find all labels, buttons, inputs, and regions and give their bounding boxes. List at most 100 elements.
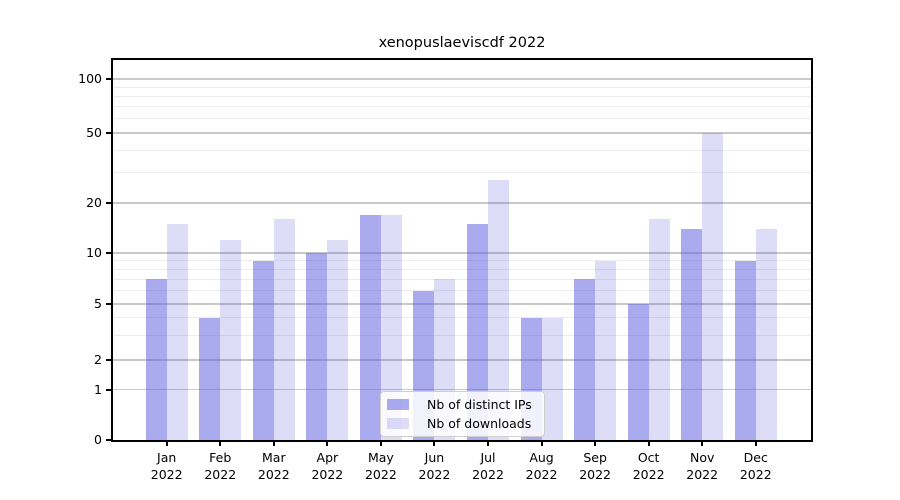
chart-title: xenopuslaeviscdf 2022 (378, 35, 546, 51)
legend-entry-nb-of-downloads: Nb of downloads (387, 416, 532, 431)
x-tick-mark-apr (326, 440, 329, 446)
y-tick-mark-1 (106, 388, 113, 391)
x-tick-label-apr: Apr 2022 (295, 449, 359, 483)
x-tick-month: Jul (480, 450, 496, 465)
y-tick-mark-5 (106, 303, 113, 305)
y-tick-mark-2 (106, 359, 113, 361)
bar-nb-of-downloads-mar (273, 219, 295, 440)
x-tick-year: 2022 (150, 467, 183, 482)
x-tick-month: Oct (637, 450, 660, 465)
gridline-minor-y-4 (113, 317, 811, 319)
gridline-minor-y-40 (113, 149, 811, 151)
gridline-major-y-50 (113, 132, 811, 134)
legend-label-nb-of-distinct-ips: Nb of distinct IPs (427, 397, 532, 412)
x-tick-label-feb: Feb 2022 (188, 449, 252, 483)
x-tick-month: Sep (583, 450, 607, 465)
legend: Nb of distinct IPs Nb of downloads (380, 391, 545, 437)
x-tick-month: Mar (262, 450, 286, 465)
gridline-minor-y-7 (113, 278, 811, 280)
legend-entry-nb-of-distinct-ips: Nb of distinct IPs (387, 397, 532, 412)
x-tick-mark-dec (754, 440, 757, 446)
gridline-minor-y-90 (113, 86, 811, 88)
gridline-minor-y-70 (113, 106, 811, 108)
legend-swatch-nb-of-downloads (387, 418, 409, 429)
y-tick-mark-50 (106, 132, 113, 134)
gridline-major-y-100 (113, 78, 811, 80)
bar-nb-of-distinct-ips-jul (467, 223, 488, 440)
x-tick-label-jun: Jun 2022 (402, 449, 466, 483)
bar-nb-of-distinct-ips-feb (199, 317, 221, 440)
x-tick-year: 2022 (257, 467, 290, 482)
x-tick-year: 2022 (204, 467, 237, 482)
bar-nb-of-downloads-nov (702, 133, 724, 440)
gridline-major-y-5 (113, 303, 811, 305)
plot-area (111, 58, 813, 442)
x-tick-month: Jan (157, 450, 177, 465)
bar-nb-of-distinct-ips-oct (627, 304, 649, 440)
x-tick-label-mar: Mar 2022 (242, 449, 306, 483)
bar-nb-of-distinct-ips-may (359, 214, 381, 440)
x-tick-year: 2022 (311, 467, 344, 482)
x-tick-year: 2022 (739, 467, 772, 482)
x-tick-label-nov: Nov 2022 (670, 449, 734, 483)
x-tick-mark-nov (701, 440, 704, 446)
y-tick-label-20: 20 (86, 195, 102, 210)
gridline-minor-y-8 (113, 268, 811, 270)
gridline-major-y-10 (113, 252, 811, 254)
x-tick-year: 2022 (472, 467, 504, 482)
x-tick-year: 2022 (364, 467, 397, 482)
x-tick-mark-oct (647, 440, 650, 446)
x-tick-mark-mar (272, 440, 275, 446)
x-tick-month: Nov (689, 450, 715, 465)
bar-nb-of-downloads-jul (488, 180, 509, 440)
x-tick-year: 2022 (632, 467, 665, 482)
y-tick-label-0: 0 (94, 432, 102, 447)
x-tick-month: Aug (529, 450, 554, 465)
bar-nb-of-downloads-feb (220, 239, 242, 440)
y-tick-mark-0 (106, 439, 113, 441)
y-tick-mark-10 (106, 252, 113, 254)
x-tick-label-sep: Sep 2022 (563, 449, 627, 483)
y-tick-mark-100 (106, 78, 113, 80)
gridline-minor-y-30 (113, 171, 811, 173)
legend-swatch-nb-of-distinct-ips (387, 399, 409, 410)
x-tick-month: Jun (424, 450, 445, 465)
bar-nb-of-distinct-ips-dec (734, 260, 756, 440)
bar-nb-of-downloads-may (380, 214, 402, 440)
x-tick-month: Apr (316, 450, 339, 465)
x-tick-year: 2022 (418, 467, 451, 482)
x-tick-mark-aug (540, 440, 543, 446)
y-tick-label-5: 5 (94, 296, 102, 311)
x-tick-year: 2022 (579, 467, 611, 482)
x-tick-month: May (367, 450, 394, 465)
x-tick-label-dec: Dec 2022 (724, 449, 788, 483)
bar-nb-of-downloads-sep (595, 260, 617, 440)
gridline-minor-y-9 (113, 260, 811, 262)
x-tick-month: Feb (209, 450, 232, 465)
gridline-major-y-1 (113, 388, 811, 391)
x-tick-label-jan: Jan 2022 (135, 449, 199, 483)
gridline-minor-y-80 (113, 95, 811, 97)
gridline-minor-y-60 (113, 118, 811, 120)
y-tick-mark-20 (106, 202, 113, 204)
x-tick-year: 2022 (525, 467, 558, 482)
x-tick-mark-feb (219, 440, 222, 446)
x-tick-mark-jul (487, 440, 489, 446)
bar-nb-of-downloads-apr (327, 239, 349, 440)
y-tick-label-10: 10 (86, 245, 102, 260)
gridline-minor-y-3 (113, 334, 811, 336)
y-tick-label-100: 100 (78, 71, 102, 86)
y-tick-label-2: 2 (94, 352, 102, 367)
bar-nb-of-downloads-aug (541, 317, 563, 440)
x-tick-label-may: May 2022 (349, 449, 413, 483)
x-tick-label-jul: Jul 2022 (456, 449, 520, 483)
gridline-major-y-2 (113, 359, 811, 361)
bar-nb-of-distinct-ips-sep (574, 279, 596, 440)
x-tick-mark-sep (594, 440, 597, 446)
bar-nb-of-distinct-ips-jan (145, 279, 167, 440)
legend-label-nb-of-downloads: Nb of downloads (427, 416, 532, 431)
bar-nb-of-downloads-dec (755, 228, 777, 440)
y-tick-label-1: 1 (94, 381, 102, 397)
x-tick-year: 2022 (686, 467, 719, 482)
